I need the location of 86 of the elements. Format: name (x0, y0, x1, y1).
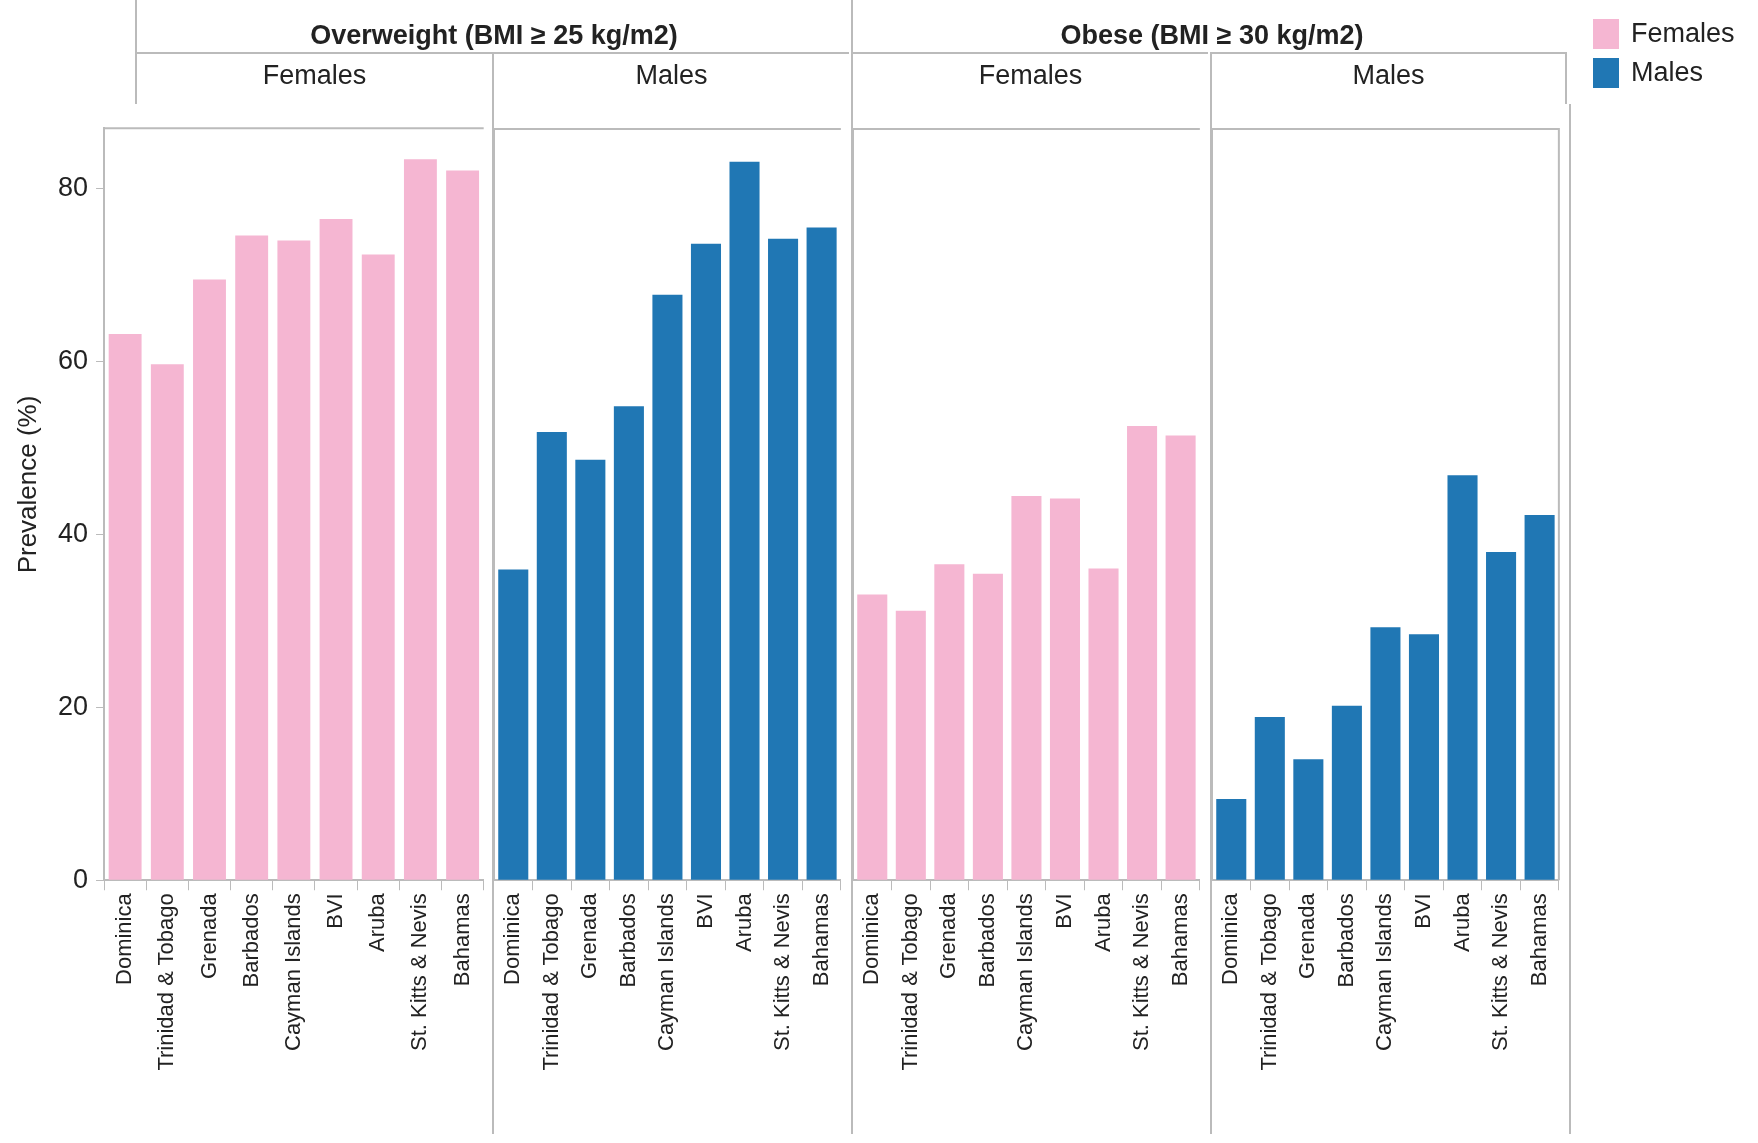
bar (1216, 799, 1247, 880)
bar (498, 569, 529, 880)
bar (235, 235, 269, 880)
bar (1293, 759, 1324, 880)
chart-subtitle: Females (135, 52, 492, 104)
legend-label: Males (1631, 57, 1704, 88)
bar (150, 364, 184, 880)
x-tick-label: Barbados (1332, 893, 1358, 988)
x-tick-label: Dominica (858, 892, 884, 985)
x-tick-label: Bahamas (807, 893, 833, 987)
x-tick-label: Trinidad & Tobago (537, 893, 563, 1071)
legend-label: Females (1631, 18, 1735, 49)
bar (277, 240, 311, 880)
bar (361, 254, 395, 880)
x-tick-label: St. Kitts & Nevis (1128, 893, 1154, 1051)
x-tick-label: Cayman Islands (1012, 893, 1038, 1052)
bar (934, 564, 965, 880)
bar (1088, 568, 1119, 880)
bar (613, 406, 644, 880)
bar (972, 573, 1003, 880)
x-tick-label: St. Kitts & Nevis (406, 893, 432, 1051)
bar (768, 238, 799, 880)
y-axis-title: Prevalence (%) (12, 395, 44, 573)
x-tick-label: Bahamas (1166, 893, 1192, 987)
bar (1370, 627, 1401, 880)
chart-subtitle: Females (851, 52, 1208, 104)
bar (1524, 514, 1555, 880)
x-tick-label: Dominica (1217, 892, 1243, 985)
y-tick-label: 40 (57, 517, 89, 548)
bar (1165, 435, 1196, 880)
x-tick-label: Trinidad & Tobago (896, 893, 922, 1071)
x-tick-label: Grenada (935, 892, 961, 979)
x-tick-label: Barbados (614, 893, 640, 988)
bar (319, 218, 353, 880)
bar (193, 279, 226, 880)
x-tick-label: Bahamas (448, 893, 474, 987)
x-tick-label: Cayman Islands (279, 893, 305, 1052)
x-tick-label: BVI (1410, 893, 1436, 929)
y-tick-label: 60 (57, 345, 89, 376)
bar (806, 227, 837, 880)
chart-subtitle: Males (492, 52, 849, 104)
chart-title: Overweight (BMI ≥ 25 kg/m2) (135, 0, 851, 52)
x-tick-label: Barbados (237, 893, 263, 988)
x-tick-label: Grenada (195, 892, 221, 979)
bar (1447, 475, 1478, 880)
bar (729, 161, 760, 880)
bar (652, 294, 683, 880)
bar (690, 243, 722, 880)
x-tick-label: Dominica (499, 892, 525, 985)
bar (1331, 705, 1362, 880)
x-tick-label: Trinidad & Tobago (153, 893, 179, 1071)
x-tick-label: Aruba (364, 892, 390, 952)
x-tick-label: Grenada (1294, 892, 1320, 979)
y-tick-label: 0 (73, 863, 89, 894)
y-tick-label: 80 (57, 172, 89, 203)
bar (403, 159, 437, 880)
x-tick-label: Trinidad & Tobago (1255, 893, 1281, 1071)
bar (895, 610, 926, 880)
x-tick-label: Aruba (1448, 892, 1474, 952)
bar (1254, 717, 1285, 880)
x-tick-label: Dominica (111, 892, 137, 985)
x-tick-label: Aruba (1089, 892, 1115, 952)
bar (108, 333, 142, 880)
bar (1127, 426, 1158, 880)
x-tick-label: Bahamas (1525, 893, 1551, 987)
x-tick-label: Cayman Islands (653, 893, 679, 1052)
x-tick-label: St. Kitts & Nevis (769, 893, 795, 1051)
x-tick-label: Aruba (730, 892, 756, 952)
x-tick-label: Cayman Islands (1371, 893, 1397, 1052)
bar (857, 594, 888, 880)
bar (1049, 498, 1081, 880)
x-tick-label: BVI (692, 893, 718, 929)
bar (536, 432, 567, 880)
x-tick-label: BVI (1051, 893, 1077, 929)
y-tick-label: 20 (57, 690, 89, 721)
x-tick-label: St. Kitts & Nevis (1487, 893, 1513, 1051)
x-tick-label: Barbados (973, 893, 999, 988)
bar (1408, 634, 1440, 880)
chart-subtitle: Males (1210, 52, 1567, 104)
chart-title: Obese (BMI ≥ 30 kg/m2) (851, 0, 1571, 52)
x-tick-label: BVI (322, 893, 348, 929)
bar (446, 170, 480, 880)
bar (1011, 496, 1042, 880)
bar (575, 459, 606, 880)
x-tick-label: Grenada (576, 892, 602, 979)
bar (1486, 552, 1517, 880)
